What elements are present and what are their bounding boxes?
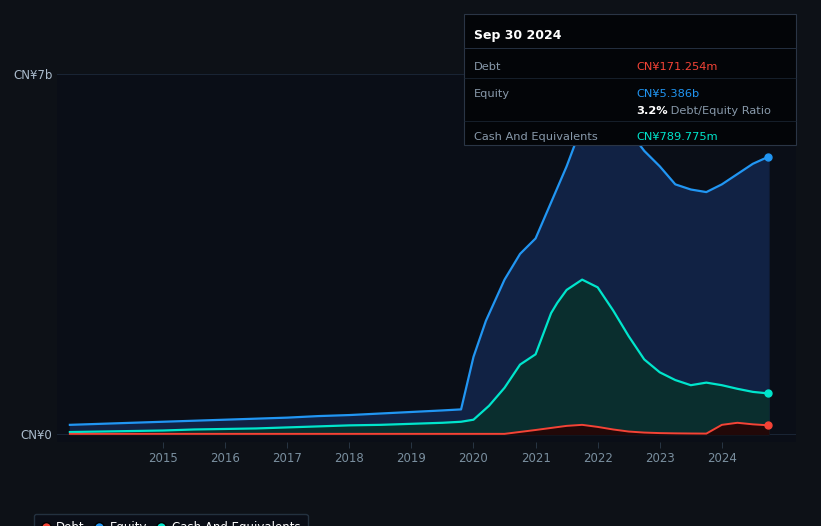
Text: Cash And Equivalents: Cash And Equivalents bbox=[474, 132, 598, 142]
Text: Debt/Equity Ratio: Debt/Equity Ratio bbox=[667, 106, 772, 116]
Text: Debt: Debt bbox=[474, 62, 501, 72]
Text: CN¥171.254m: CN¥171.254m bbox=[636, 62, 718, 72]
Text: Sep 30 2024: Sep 30 2024 bbox=[474, 29, 562, 42]
Text: Equity: Equity bbox=[474, 89, 510, 99]
Text: CN¥5.386b: CN¥5.386b bbox=[636, 89, 699, 99]
Text: 3.2%: 3.2% bbox=[636, 106, 668, 116]
Text: CN¥789.775m: CN¥789.775m bbox=[636, 132, 718, 142]
Legend: Debt, Equity, Cash And Equivalents: Debt, Equity, Cash And Equivalents bbox=[34, 514, 308, 526]
